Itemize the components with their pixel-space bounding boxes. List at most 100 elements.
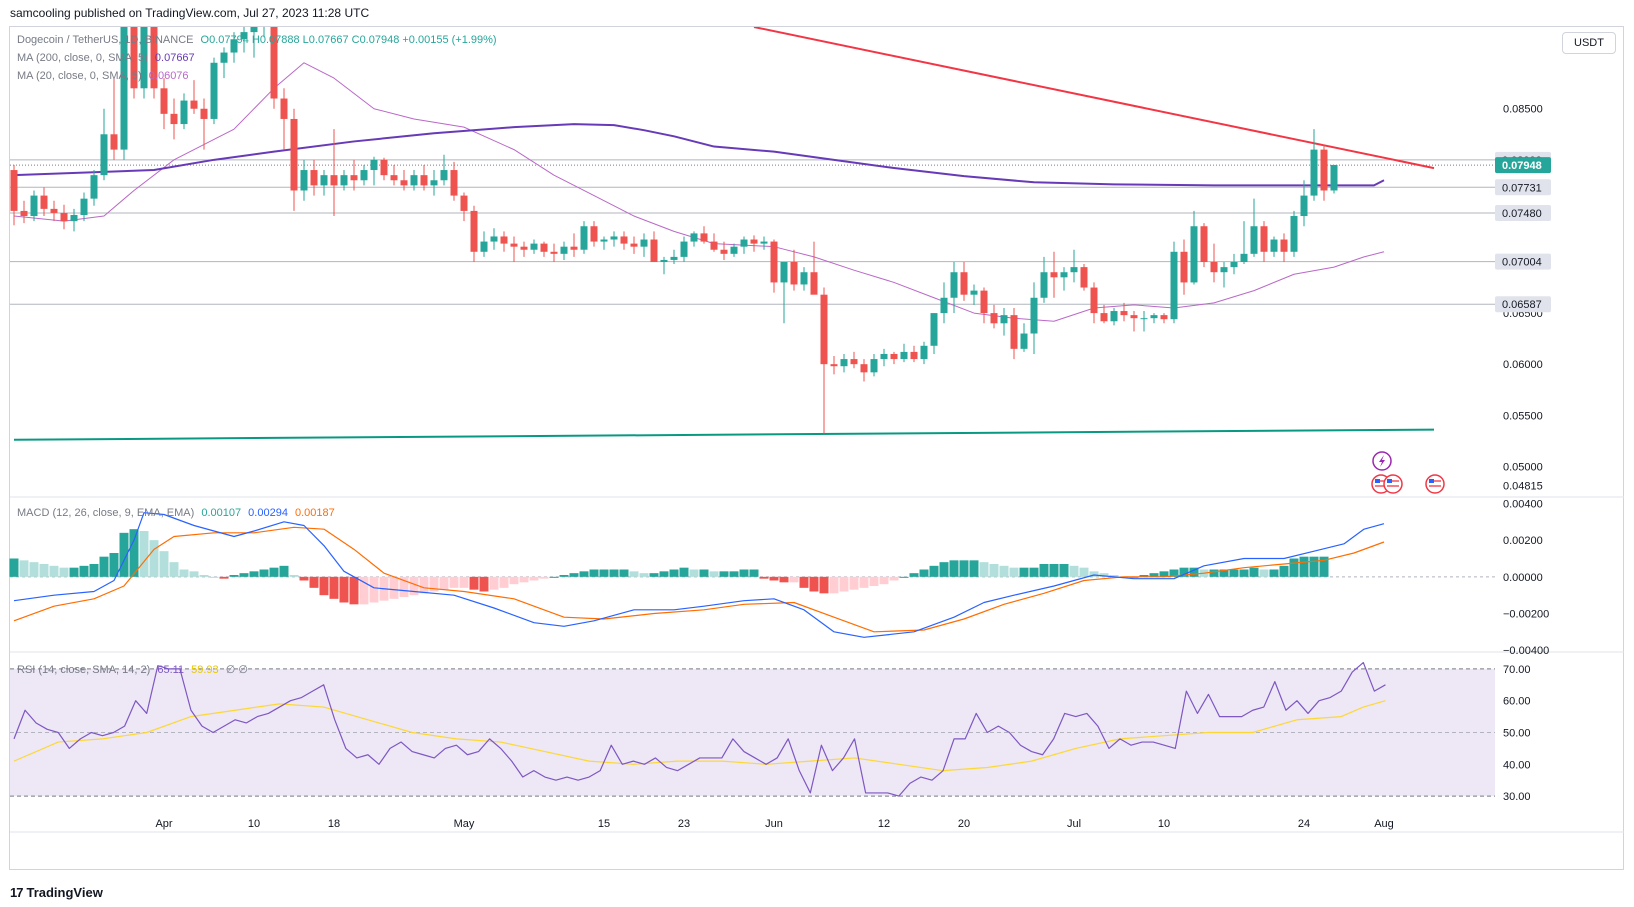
candle-body — [30, 195, 38, 217]
macd-histogram-bar — [649, 573, 659, 577]
macd-label[interactable]: MACD (12, 26, close, 9, EMA, EMA) — [17, 507, 195, 519]
candle-body — [640, 239, 648, 247]
macd-histogram-bar — [439, 576, 449, 590]
time-tick-label: Jun — [765, 818, 783, 830]
macd-histogram-bar — [1139, 575, 1149, 577]
candle-body — [1200, 226, 1208, 262]
macd-histogram-bar — [579, 571, 589, 577]
candle-body — [40, 195, 48, 209]
candle-body — [940, 297, 948, 314]
macd-histogram-bar — [969, 560, 979, 577]
macd-histogram-bar — [719, 571, 729, 577]
candle-body — [80, 198, 88, 215]
macd-histogram-bar — [449, 576, 459, 588]
candle-body — [370, 159, 378, 171]
macd-histogram-bar — [419, 576, 429, 594]
brand-name: TradingView — [26, 885, 103, 900]
candle-body — [1130, 315, 1138, 319]
candle-body — [1260, 226, 1268, 252]
candle-body — [650, 239, 658, 262]
ma200-value: 0.07667 — [154, 52, 195, 64]
macd-histogram-bar — [939, 562, 949, 577]
time-tick-label: Aug — [1374, 818, 1394, 830]
macd-histogram-bar — [959, 560, 969, 577]
rsi-label[interactable]: RSI (14, close, SMA, 14, 2) — [17, 664, 151, 676]
candle-body — [130, 27, 138, 89]
candle-body — [550, 251, 558, 254]
macd-histogram-bar — [1289, 558, 1299, 577]
flag-canton — [1429, 479, 1434, 483]
macd-signal-line — [13, 526, 1385, 633]
macd-histogram-bar — [59, 567, 69, 577]
candle-body — [70, 215, 78, 222]
chart-frame — [9, 26, 1624, 870]
macd-histogram-bar — [29, 562, 39, 577]
macd-histogram-bar — [389, 576, 399, 599]
candle-body — [890, 353, 898, 360]
price-level-badge — [1495, 179, 1551, 196]
macd-histogram-bar — [329, 576, 339, 599]
price-label-bare: 0.04815 — [1503, 480, 1543, 492]
currency-selector[interactable]: USDT — [1562, 32, 1616, 54]
macd-histogram-bar — [1209, 569, 1219, 577]
candle-body — [1300, 195, 1308, 217]
legend-rsi: RSI (14, close, SMA, 14, 2) 65.11 59.93 … — [17, 663, 248, 676]
candle-body — [1090, 287, 1098, 314]
time-tick-label: Jul — [1067, 818, 1081, 830]
macd-histogram-bar — [949, 560, 959, 577]
macd-histogram-bar — [1099, 573, 1109, 577]
macd-histogram-bar — [909, 573, 919, 577]
price-level-label: 0.07731 — [1502, 182, 1542, 194]
macd-histogram-bar — [1179, 567, 1189, 577]
candle-body — [870, 359, 878, 373]
macd-histogram-bar — [189, 571, 199, 577]
candle-body — [740, 239, 748, 247]
symbol-name[interactable]: Dogecoin / TetherUS, 1D, BINANCE — [17, 34, 194, 46]
price-tick-label: 0.05500 — [1503, 410, 1543, 422]
candle-body — [60, 212, 68, 222]
candle-body — [910, 351, 918, 360]
flag-canton — [1387, 479, 1392, 483]
candle-body — [580, 226, 588, 250]
candle-body — [1190, 226, 1198, 283]
macd-histogram-bar — [219, 576, 229, 579]
macd-histogram-bar — [429, 576, 439, 592]
candle-body — [800, 272, 808, 285]
candle-body — [120, 27, 128, 150]
publish-info: samcooling published on TradingView.com,… — [10, 6, 370, 20]
candle-body — [810, 272, 818, 295]
candle-body — [440, 170, 448, 181]
time-tick-label: 24 — [1298, 818, 1310, 830]
candle-body — [1020, 333, 1028, 349]
macd-histogram-bar — [569, 573, 579, 577]
legend-ma200: MA (200, close, 0, SMA, 5) 0.07667 — [17, 52, 195, 64]
macd-histogram-bar — [739, 569, 749, 577]
macd-tick-label: 0.00200 — [1503, 535, 1543, 547]
macd-value-signal: 0.00187 — [295, 507, 335, 519]
macd-histogram-bar — [899, 576, 909, 578]
candle-body — [860, 364, 868, 373]
price-tick-label: 0.06000 — [1503, 359, 1543, 371]
candle-body — [470, 210, 478, 252]
candle-body — [820, 294, 828, 365]
candle-body — [780, 262, 788, 283]
macd-histogram-bar — [1029, 567, 1039, 577]
candle-body — [190, 100, 198, 109]
candle-body — [680, 241, 688, 257]
macd-value-line: 0.00294 — [248, 507, 288, 519]
rsi-tick-label: 30.00 — [1503, 791, 1531, 803]
price-level-label: 0.07948 — [1502, 160, 1542, 172]
macd-histogram-bar — [309, 576, 319, 588]
candle-body — [110, 134, 118, 150]
candle-body — [150, 27, 158, 89]
ma200-label[interactable]: MA (200, close, 0, SMA, 5) — [17, 52, 148, 64]
macd-histogram-bar — [1159, 571, 1169, 577]
candle-body — [1170, 251, 1178, 320]
macd-histogram-bar — [479, 576, 489, 592]
macd-histogram-bar — [869, 576, 879, 586]
macd-histogram-bar — [1109, 575, 1119, 577]
macd-histogram-bar — [19, 560, 29, 577]
ma20-label[interactable]: MA (20, close, 0, SMA, 5) — [17, 70, 142, 82]
candle-body — [1040, 272, 1048, 298]
